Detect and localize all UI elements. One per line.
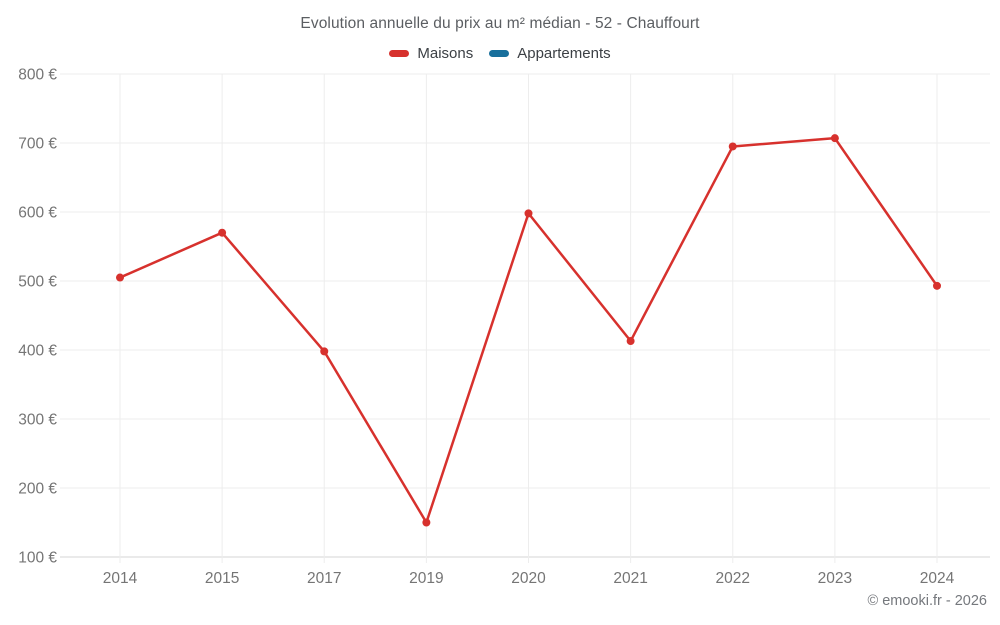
legend-label-appartements: Appartements	[517, 45, 611, 62]
appartements-series-swatch-icon	[489, 50, 510, 57]
x-axis-tick-label: 2014	[103, 570, 138, 587]
x-axis-tick-label: 2017	[307, 570, 341, 587]
data-point-marker[interactable]	[218, 228, 227, 237]
credit-text: © emooki.fr - 2026	[867, 593, 987, 609]
chart-title: Evolution annuelle du prix au m² médian …	[300, 15, 700, 32]
data-point-marker[interactable]	[320, 347, 329, 356]
data-point-marker[interactable]	[728, 142, 737, 151]
x-axis-tick-label: 2020	[511, 570, 546, 587]
data-point-marker[interactable]	[626, 337, 635, 346]
y-axis-tick-label: 300 €	[18, 411, 57, 428]
legend: Maisons Appartements	[0, 45, 1000, 62]
legend-item-appartements[interactable]: Appartements	[489, 45, 611, 62]
x-axis-tick-label: 2021	[613, 570, 647, 587]
data-point-marker[interactable]	[933, 281, 941, 290]
x-axis-tick-label: 2024	[920, 570, 955, 587]
x-axis-tick-label: 2015	[205, 570, 239, 587]
y-axis-tick-label: 400 €	[18, 342, 57, 359]
x-axis-tick-label: 2019	[409, 570, 443, 587]
y-axis-tick-label: 500 €	[18, 273, 57, 290]
data-point-marker[interactable]	[524, 209, 533, 218]
data-point-marker[interactable]	[830, 134, 839, 143]
legend-item-maisons[interactable]: Maisons	[389, 45, 473, 62]
data-point-marker[interactable]	[422, 518, 431, 527]
legend-label-maisons: Maisons	[417, 45, 474, 62]
x-axis-tick-label: 2022	[716, 570, 750, 587]
x-axis-tick-label: 2023	[818, 570, 852, 587]
y-axis-tick-label: 700 €	[18, 135, 57, 152]
maisons-series-swatch-icon	[389, 50, 410, 57]
y-axis-tick-label: 200 €	[18, 480, 57, 497]
y-axis-tick-label: 800 €	[18, 66, 57, 83]
data-point-marker[interactable]	[116, 273, 124, 282]
y-axis-tick-label: 600 €	[18, 204, 57, 221]
y-axis-tick-label: 100 €	[18, 549, 57, 566]
